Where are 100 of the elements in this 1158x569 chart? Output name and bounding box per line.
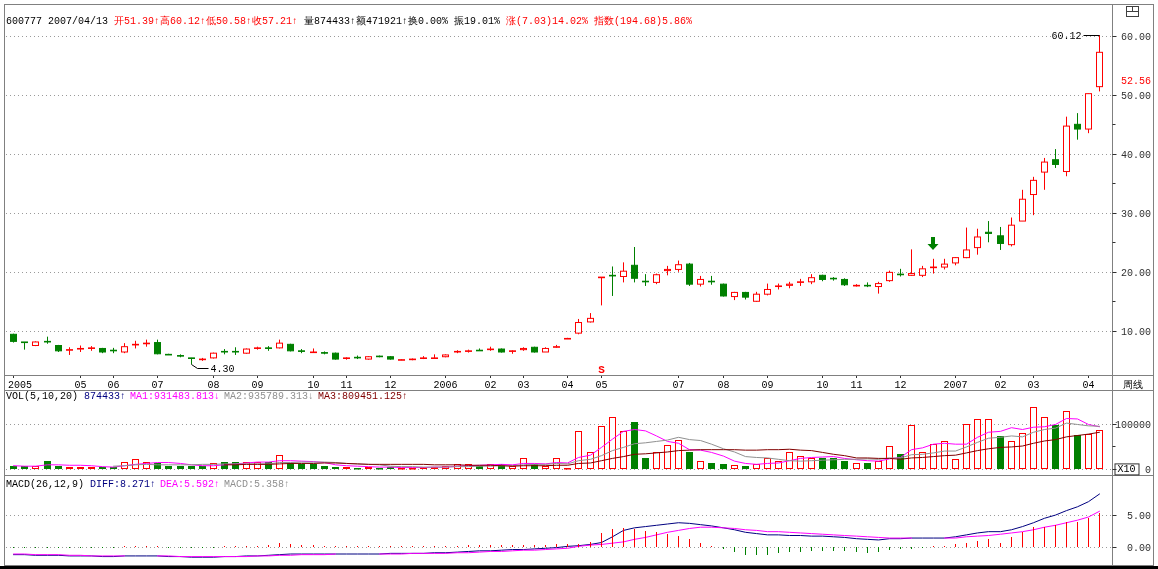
- x-tick-label: 2005: [8, 379, 33, 391]
- y-tick-label: 0: [1144, 465, 1151, 476]
- y-tick-label: 40.00: [1120, 150, 1151, 161]
- annotation: 开51.39↑高60.12↑低50.58↑收57.21↑: [114, 15, 299, 27]
- candlestick: [997, 226, 1004, 251]
- bar: [731, 465, 738, 469]
- bar: [199, 466, 206, 469]
- text: MA3:809451.125↑: [318, 391, 409, 402]
- x-tick-label: 02: [994, 379, 1007, 391]
- x-tick-label: 08: [207, 379, 220, 391]
- bar: [575, 431, 582, 469]
- x-tick-label: 10: [307, 379, 320, 391]
- annotation: 4.30: [210, 364, 235, 375]
- bar: [864, 463, 871, 469]
- bar: [1052, 425, 1059, 469]
- chart-subtitle: 874433↑: [84, 391, 127, 402]
- chart-title: VOL(5,10,20): [6, 391, 79, 402]
- annotation: 涨(7.03)14.02% 指数(194.68)5.86%: [506, 15, 693, 27]
- candlestick: [1030, 176, 1037, 216]
- bar: [1008, 441, 1015, 469]
- candlestick: [985, 220, 992, 243]
- y-tick-label: 20.00: [1120, 268, 1151, 279]
- bar: [708, 463, 715, 469]
- bar: [1030, 407, 1037, 469]
- y-tick-label: 30.00: [1120, 209, 1151, 220]
- bar: [908, 425, 915, 469]
- x-tick-label: 10: [816, 379, 829, 391]
- x-tick-label: 09: [761, 379, 774, 391]
- x-tick-label: 12: [384, 379, 397, 391]
- x-tick-label: 11: [850, 379, 863, 391]
- candlestick: [1041, 157, 1048, 191]
- text: DEA:5.592↑: [160, 479, 221, 490]
- candlestick: [908, 248, 915, 277]
- bar: [10, 466, 17, 469]
- bar: [853, 463, 860, 469]
- bar: [609, 417, 616, 469]
- bar: [686, 452, 693, 469]
- x-tick-label: 07: [151, 379, 164, 391]
- text: MA1:931483.813↓: [130, 391, 221, 402]
- x-tick-label: 03: [517, 379, 530, 391]
- x-tick-label: 04: [561, 379, 574, 391]
- bar: [631, 422, 638, 469]
- bar: [997, 436, 1004, 469]
- annotation: 60.12: [1051, 31, 1082, 42]
- bar: [1074, 435, 1081, 469]
- annotation: 量874433↑额471921↑换0.00% 振19.01%: [304, 15, 501, 27]
- bar: [675, 440, 682, 469]
- line-series: [224, 431, 1100, 467]
- bar: [165, 466, 172, 469]
- bar: [1041, 417, 1048, 469]
- x-tick-label: 05: [74, 379, 87, 391]
- y-tick-label: 60.00: [1120, 32, 1151, 43]
- candlestick: [1019, 189, 1026, 222]
- bar: [1019, 433, 1026, 469]
- bar: [321, 466, 328, 469]
- bar: [963, 424, 970, 469]
- x-tick-label: 05: [595, 379, 608, 391]
- x-tick-label: 02: [484, 379, 497, 391]
- x-tick-label: 07: [672, 379, 685, 391]
- y-tick-label: 5.00: [1126, 511, 1151, 522]
- y-tick-label: 100000: [1114, 420, 1151, 431]
- bar: [542, 466, 549, 469]
- bar: [55, 466, 62, 469]
- bar: [620, 431, 627, 469]
- bar: [974, 419, 981, 469]
- candlestick: [1074, 112, 1081, 141]
- bar: [664, 445, 671, 469]
- y-tick-label: 10.00: [1120, 327, 1151, 338]
- candlestick: [963, 227, 970, 259]
- candlestick: [631, 246, 638, 283]
- x-tick-label: 11: [340, 379, 353, 391]
- text: 600777 2007/04/13: [6, 16, 109, 27]
- annotation: S: [598, 363, 606, 376]
- bar: [653, 452, 660, 469]
- candlestick: [620, 261, 627, 283]
- candlestick: [1052, 148, 1059, 169]
- text: MA2:935789.313↓: [224, 391, 315, 402]
- bar: [642, 458, 649, 469]
- bar: [720, 464, 727, 469]
- chart-title: MACD(26,12,9): [6, 479, 85, 490]
- bar: [786, 452, 793, 469]
- candlestick: [974, 228, 981, 256]
- x-tick-label: 2007: [943, 379, 968, 391]
- bar: [1063, 411, 1070, 469]
- x-tick-label: 12: [894, 379, 907, 391]
- candlestick: [609, 265, 616, 297]
- candlestick: [598, 276, 605, 306]
- bar: [177, 466, 184, 469]
- bar: [188, 466, 195, 469]
- bar: [1085, 434, 1092, 469]
- bar: [298, 464, 305, 469]
- bar: [952, 459, 959, 469]
- bar: [808, 458, 815, 469]
- x-tick-label: 06: [107, 379, 120, 391]
- bar: [697, 461, 704, 469]
- annotation: MACD:5.358↑: [224, 479, 291, 490]
- text: 52.56: [1120, 76, 1151, 87]
- text: DIFF:8.271↑: [90, 479, 157, 490]
- x-tick-label: 08: [717, 379, 730, 391]
- bar: [875, 461, 882, 469]
